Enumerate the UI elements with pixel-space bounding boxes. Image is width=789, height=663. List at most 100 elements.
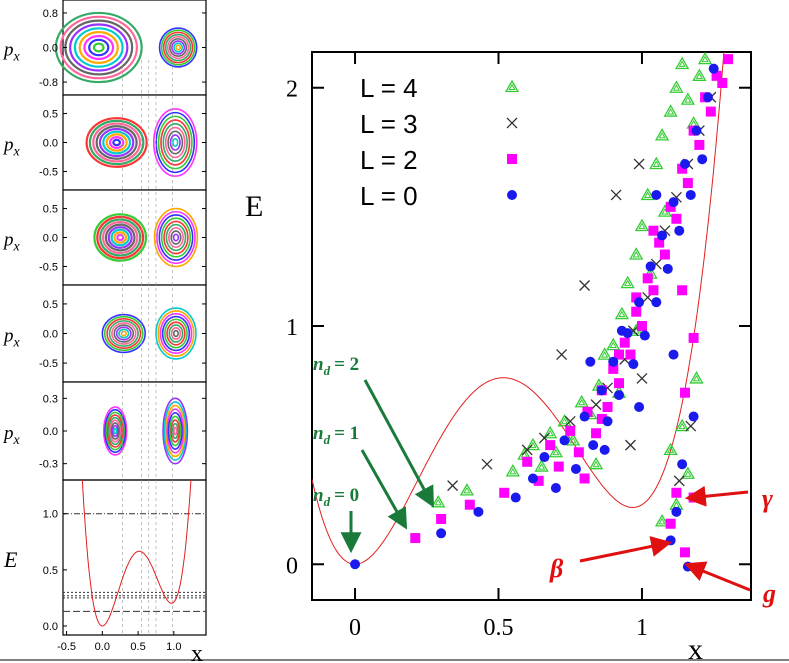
orbit [108, 320, 139, 347]
point-cross [481, 458, 493, 470]
point-square [665, 201, 676, 212]
orbit [99, 218, 142, 257]
gamma-arrow [684, 485, 749, 507]
point-triangle [588, 456, 604, 470]
orbit [171, 40, 186, 55]
point-circle [579, 411, 590, 422]
phase-portraits: px 0.8 0.0 -0.8 px 0.5 0.0 -0.5 px 0.5 0.0 -0.5 px 0.… [2, 0, 207, 481]
point-square [464, 499, 475, 510]
portrait-ylabel: px [2, 230, 21, 255]
spectrum-points [350, 52, 734, 572]
annotation-beta: β [549, 536, 673, 583]
point-triangle-inner [509, 467, 517, 475]
point-square [659, 249, 670, 260]
point-circle [688, 411, 699, 422]
orbit [111, 322, 137, 345]
orbit [155, 307, 197, 360]
point-circle [570, 463, 581, 474]
orbit [164, 126, 186, 159]
portrait-ylabel: px [2, 40, 21, 65]
orbit [172, 329, 179, 338]
point-triangle [663, 442, 678, 456]
svg-text:nd= 0: nd = 0 [313, 485, 359, 509]
point-triangle-inner [678, 422, 686, 430]
point-triangle [675, 56, 690, 70]
orbit [69, 23, 129, 72]
point-triangle-inner [652, 160, 660, 167]
point-square [680, 547, 691, 558]
point-square [499, 487, 510, 498]
nd0-value: = 0 [334, 485, 359, 506]
ytick-label: 0.0 [43, 138, 58, 150]
legend-marker-cross [506, 117, 518, 129]
point-triangle [654, 128, 670, 141]
orbit [169, 415, 182, 447]
point-square [705, 106, 716, 117]
xtick-label: 1.0 [166, 641, 181, 653]
point-circle [602, 416, 613, 427]
legend-label: L = 3 [360, 109, 418, 139]
point-cross [556, 349, 568, 361]
nd0-subscript: d [324, 494, 331, 509]
ytick-label: 0.0 [43, 426, 58, 438]
annotation-gamma: γ [684, 484, 773, 513]
legend-label: L = 2 [360, 145, 418, 175]
xtick-label: 0.0 [95, 641, 110, 653]
orbit [160, 29, 196, 66]
point-triangle-inner [678, 60, 686, 67]
energy-guides [63, 60, 206, 635]
point-square [636, 321, 647, 331]
g-arrow [684, 561, 751, 592]
orbit [171, 422, 179, 440]
orbit [78, 31, 119, 64]
orbit [102, 406, 128, 456]
point-triangle [634, 218, 650, 232]
xtick-label: 0.5 [130, 641, 145, 653]
point-square [680, 387, 691, 398]
point-triangle [680, 466, 695, 479]
point-triangle [649, 156, 664, 170]
orbit [109, 419, 122, 443]
xtick-label: 0.5 [484, 615, 514, 641]
point-triangle-inner [684, 470, 692, 477]
point-square [608, 363, 619, 374]
point-circle [608, 356, 619, 367]
point-cross [590, 399, 602, 411]
point-triangle [606, 337, 621, 351]
orbit [153, 108, 198, 177]
point-triangle [680, 92, 695, 105]
point-circle [651, 297, 662, 308]
legend-marker-circle [507, 190, 517, 200]
point-square [522, 456, 533, 467]
legend-marker-triangle [504, 79, 520, 93]
orbit [173, 426, 178, 436]
orbit [96, 215, 145, 260]
orbit [160, 119, 191, 166]
annotation-nd2: nd = 2 [313, 354, 434, 508]
point-triangle [689, 371, 704, 384]
point-square [717, 77, 728, 88]
point-square [410, 533, 421, 544]
point-circle [657, 230, 668, 241]
point-cross [447, 480, 459, 492]
svg-text:nd= 2: nd = 2 [313, 354, 359, 378]
orbit [59, 15, 138, 80]
legend-marker-square [507, 154, 517, 164]
point-cross [636, 372, 648, 384]
point-triangle [565, 433, 581, 446]
point-cross [685, 420, 697, 432]
point-cross [673, 475, 685, 487]
point-square [648, 225, 659, 236]
orbit [170, 230, 182, 245]
point-triangle-inner [632, 250, 640, 258]
xtick-label: -0.5 [57, 641, 76, 653]
nd2-subscript: d [324, 363, 331, 378]
point-cross [521, 444, 533, 456]
point-triangle-inner [667, 446, 675, 453]
orbit [108, 416, 123, 446]
phase-portrait-2: px 0.5 0.0 -0.5 [2, 94, 207, 191]
point-square [565, 425, 576, 436]
point-triangle-inner [658, 131, 666, 139]
point-square [553, 461, 564, 472]
